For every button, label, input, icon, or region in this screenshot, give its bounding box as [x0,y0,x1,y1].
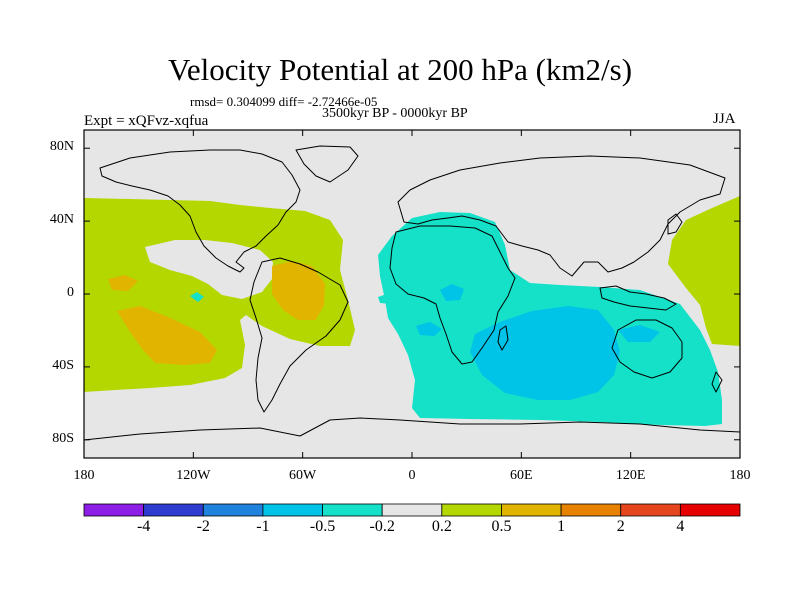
lon-tick-label: 60E [510,468,533,483]
colorbar-level-label: 2 [616,518,625,535]
colorbar-swatch [381,503,443,517]
lon-tick-label: 60W [289,468,317,483]
colorbar-swatch [83,503,145,517]
anomaly-region-east-pacific-small [190,292,204,302]
colorbar-level-label: -0.5 [309,518,336,535]
colorbar-level-label: 0.2 [431,518,452,535]
map-title: Velocity Potential at 200 hPa (km2/s) [167,52,633,87]
colorbar-level-label: -2 [196,518,210,535]
coastlines [84,145,740,441]
lon-tick-label: 180 [729,468,751,483]
colorbar-level-label: 4 [676,518,685,535]
lat-tick-label: 0 [67,285,74,300]
colorbar-level-label: -0.2 [369,518,395,535]
axis-ticks [83,130,741,458]
colorbar-swatch [560,503,622,517]
anomaly-region-maritime-core [618,325,660,342]
anomaly-region-amazon-core [272,261,325,320]
lon-tick-label: 180 [73,468,95,483]
lat-tick-label: 80S [52,430,74,446]
lat-tick-label: 40N [49,212,74,228]
anomaly-region-west-pacific [668,196,740,346]
anomaly-region-atlantic-small [378,292,400,304]
anomaly-region-indian-ocean-core [470,306,620,400]
colorbar-level-label: 1 [557,518,566,535]
colorbar-level-label: -4 [136,518,151,535]
colorbar-level-label: 0.5 [491,518,512,535]
experiment-label: Expt = xQFvz-xqfua [84,113,209,129]
anomaly-region-central-pacific-core [108,275,138,291]
period-label: 3500kyr BP - 0000kyr BP [322,106,468,121]
coastline-north-america [99,149,301,273]
coastline-greenland [295,145,359,183]
colorbar-level-label: -1 [256,518,270,535]
coastline-south-america [249,257,349,413]
colorbar-swatch [143,503,204,517]
colorbar-swatch [441,503,502,517]
anomaly-region-west-africa-core [440,284,464,301]
lon-tick-label: 0 [408,468,416,483]
coastline-maritime-continent [599,285,677,311]
lat-tick-label: 40S [52,357,74,373]
anomaly-region-central-africa-core [416,322,442,336]
coastline-australia [611,319,683,379]
lat-tick-label: 80N [49,139,74,155]
coastline-antarctica [84,417,740,441]
colorbar-swatch [620,503,681,517]
colorbar-swatch [501,503,562,517]
coastline-europe-asia [397,155,726,277]
anomaly-region-south-pacific-core [117,306,217,365]
colorbar-swatch [322,503,383,517]
coastline-japan [667,213,683,235]
season-label: JJA [713,111,736,127]
coastline-madagascar [497,325,509,351]
stats-label: rmsd= 0.304099 diff= -2.72466e-05 [190,94,378,109]
coastline-new-zealand [711,371,723,393]
lon-tick-label: 120W [176,468,211,483]
coastline-africa [389,225,516,365]
lon-tick-label: 120E [615,468,646,483]
colorbar-swatch [679,503,741,517]
colorbar [83,503,741,517]
colorbar-swatch [262,503,323,517]
colorbar-swatch [202,503,264,517]
neutral-region-east-pacific [145,240,273,299]
